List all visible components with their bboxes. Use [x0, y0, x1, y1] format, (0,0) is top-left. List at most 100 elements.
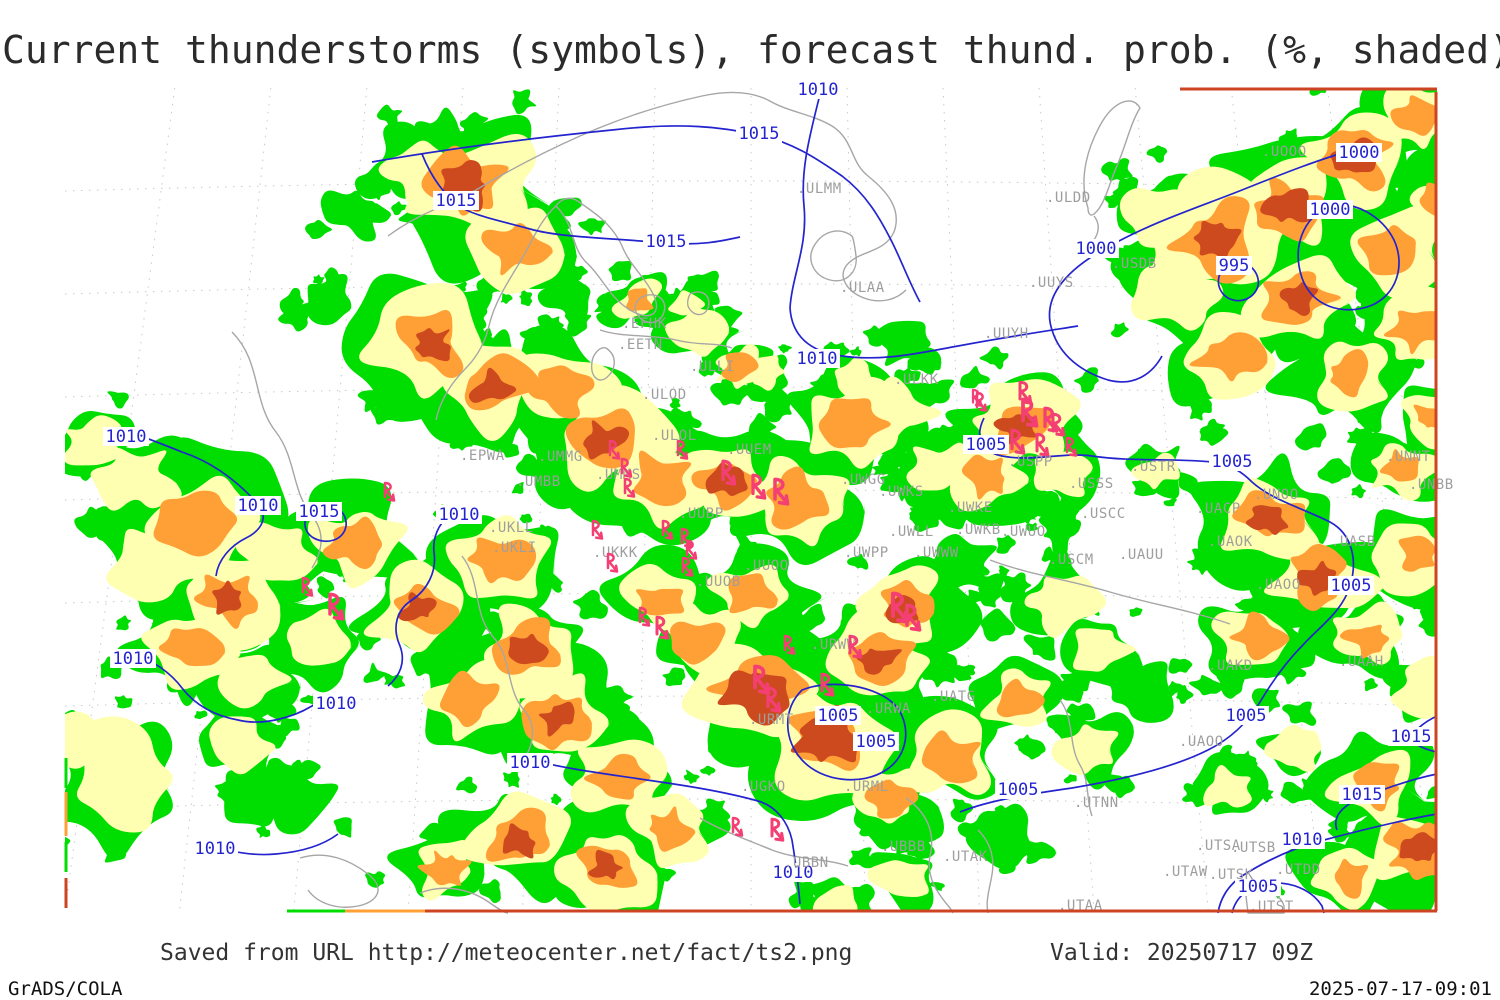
thunderstorm-symbol: [623, 477, 636, 498]
isobar-line-1000: [1297, 203, 1400, 311]
thunderstorm-symbol: [638, 606, 651, 627]
isobar-label: 1010: [113, 649, 154, 669]
thunderstorm-symbol: [606, 552, 619, 573]
thunderstorm-symbol: [1051, 412, 1066, 437]
isobar-line-1000: [1048, 147, 1361, 383]
coastline-lake-ladoga: [634, 294, 666, 324]
thunderstorm-symbol: [681, 556, 694, 577]
thunderstorm-symbol: [661, 519, 674, 540]
isobar-label-box: [1388, 727, 1434, 746]
station-label: .UTAW: [1163, 864, 1208, 880]
thunderstorm-symbol: [655, 615, 670, 640]
isobar-label-box: [433, 191, 479, 210]
station-label: .USTR: [1131, 459, 1176, 475]
isobar-label: 1015: [739, 124, 780, 144]
map-caption: Saved from URL http://meteocenter.net/fa…: [0, 940, 1500, 970]
thunderstorm-symbol: [676, 439, 689, 460]
station-label: .URWW: [811, 637, 856, 653]
isobar-label: 1005: [966, 435, 1007, 455]
station-label: .ULOL: [652, 428, 697, 444]
thunderstorm-symbol: [1035, 432, 1050, 457]
thunderstorm-symbol: [328, 592, 345, 621]
station-label: .ULAA: [840, 280, 885, 296]
station-label: .ULMM: [797, 181, 842, 197]
station-label: .UNBB: [1409, 477, 1454, 493]
isobar-label-box: [963, 435, 1009, 454]
coastline-ural-river: [1059, 699, 1093, 817]
creation-timestamp-text: 2025-07-17-09:01: [1308, 978, 1492, 1000]
isobar-label-box: [1336, 143, 1382, 162]
map-edge-clip-lines: [64, 87, 1438, 913]
isobar-label: 1010: [798, 80, 839, 100]
isobar-label: 1015: [1342, 785, 1383, 805]
station-label: .EFHK: [622, 316, 667, 332]
isobar-label: 1015: [646, 232, 687, 252]
isobar-line-1005: [786, 683, 907, 781]
coastline-black-sea: [299, 854, 379, 908]
station-label: .UUYS: [1029, 275, 1074, 291]
coastline-border-west2: [461, 555, 534, 757]
station-label: .UGKO: [741, 779, 786, 795]
station-label: .USSS: [1069, 476, 1114, 492]
isobar-label-box: [313, 694, 359, 713]
isobar-line-1010: [1217, 813, 1438, 914]
station-label: .UTDD: [1276, 862, 1321, 878]
thunderstorm-symbol: [1021, 397, 1039, 428]
isobar-label-box: [192, 839, 238, 858]
isobar-label: 1010: [195, 839, 236, 859]
isobar-label: 1010: [797, 349, 838, 369]
station-label: .UWKB: [956, 522, 1001, 538]
isobar-label-box: [795, 80, 841, 99]
thunderstorm-symbol: [1065, 436, 1078, 457]
station-label: .UATG: [931, 689, 976, 705]
station-label: .UAKD: [1208, 658, 1253, 674]
thunderstorm-symbol: [890, 591, 910, 624]
thunderstorm-symbol: [383, 481, 396, 502]
thunderstorm-symbol: [1010, 428, 1026, 455]
station-label: .ULKK: [894, 372, 939, 388]
grads-credit-text: GrADS/COLA: [8, 978, 123, 1000]
thunderstorm-symbol: [1043, 406, 1059, 433]
station-label: .URML: [844, 779, 889, 795]
thunderstorm-symbol: [773, 477, 790, 506]
isobar-label-box: [853, 732, 899, 751]
thunderstorm-symbols: [301, 380, 1078, 842]
station-label: .UKLI: [492, 540, 537, 556]
station-label: .ULDD: [1046, 190, 1091, 206]
station-label: .USCC: [1081, 506, 1126, 522]
isobar-label: 1005: [856, 732, 897, 752]
station-label: .UNNT: [1386, 449, 1431, 465]
isobar-label: 1015: [436, 191, 477, 211]
station-label: .UAUU: [1119, 547, 1164, 563]
station-label: .UKLL: [489, 520, 534, 536]
isobar-label: 1005: [1226, 706, 1267, 726]
thunderstorm-symbol: [766, 686, 782, 713]
isobar-line-1010: [789, 85, 1079, 359]
station-label: .ULOD: [642, 387, 687, 403]
thunderstorm-symbol: [721, 459, 737, 486]
isobar-label: 1005: [1331, 576, 1372, 596]
station-label: .UAOO: [1179, 734, 1224, 750]
station-label: .USCM: [1049, 552, 1094, 568]
coastline-border-west1: [231, 331, 322, 569]
thunderstorm-symbol: [971, 388, 983, 407]
coastline-gulf-of-finland: [599, 329, 733, 349]
coastline-lake-onega: [686, 291, 710, 316]
station-label: .ULLI: [690, 359, 735, 375]
isobar-label: 1010: [238, 496, 279, 516]
thunderstorm-symbol: [1018, 380, 1033, 405]
isobar-label-box: [1279, 830, 1325, 849]
valid-time-text: Valid: 20250717 09Z: [1050, 940, 1314, 966]
thunderstorm-symbol: [770, 817, 785, 842]
isobar-label-box: [296, 502, 342, 521]
station-label: .UWWW: [914, 545, 959, 561]
station-label: .UOOO: [1262, 144, 1307, 160]
isobar-label: 1005: [818, 706, 859, 726]
isobar-label-box: [995, 780, 1041, 799]
coastline-kola-white-sea: [767, 99, 907, 302]
isobar-label: 1010: [439, 505, 480, 525]
coastline-caspian-east: [977, 829, 994, 914]
